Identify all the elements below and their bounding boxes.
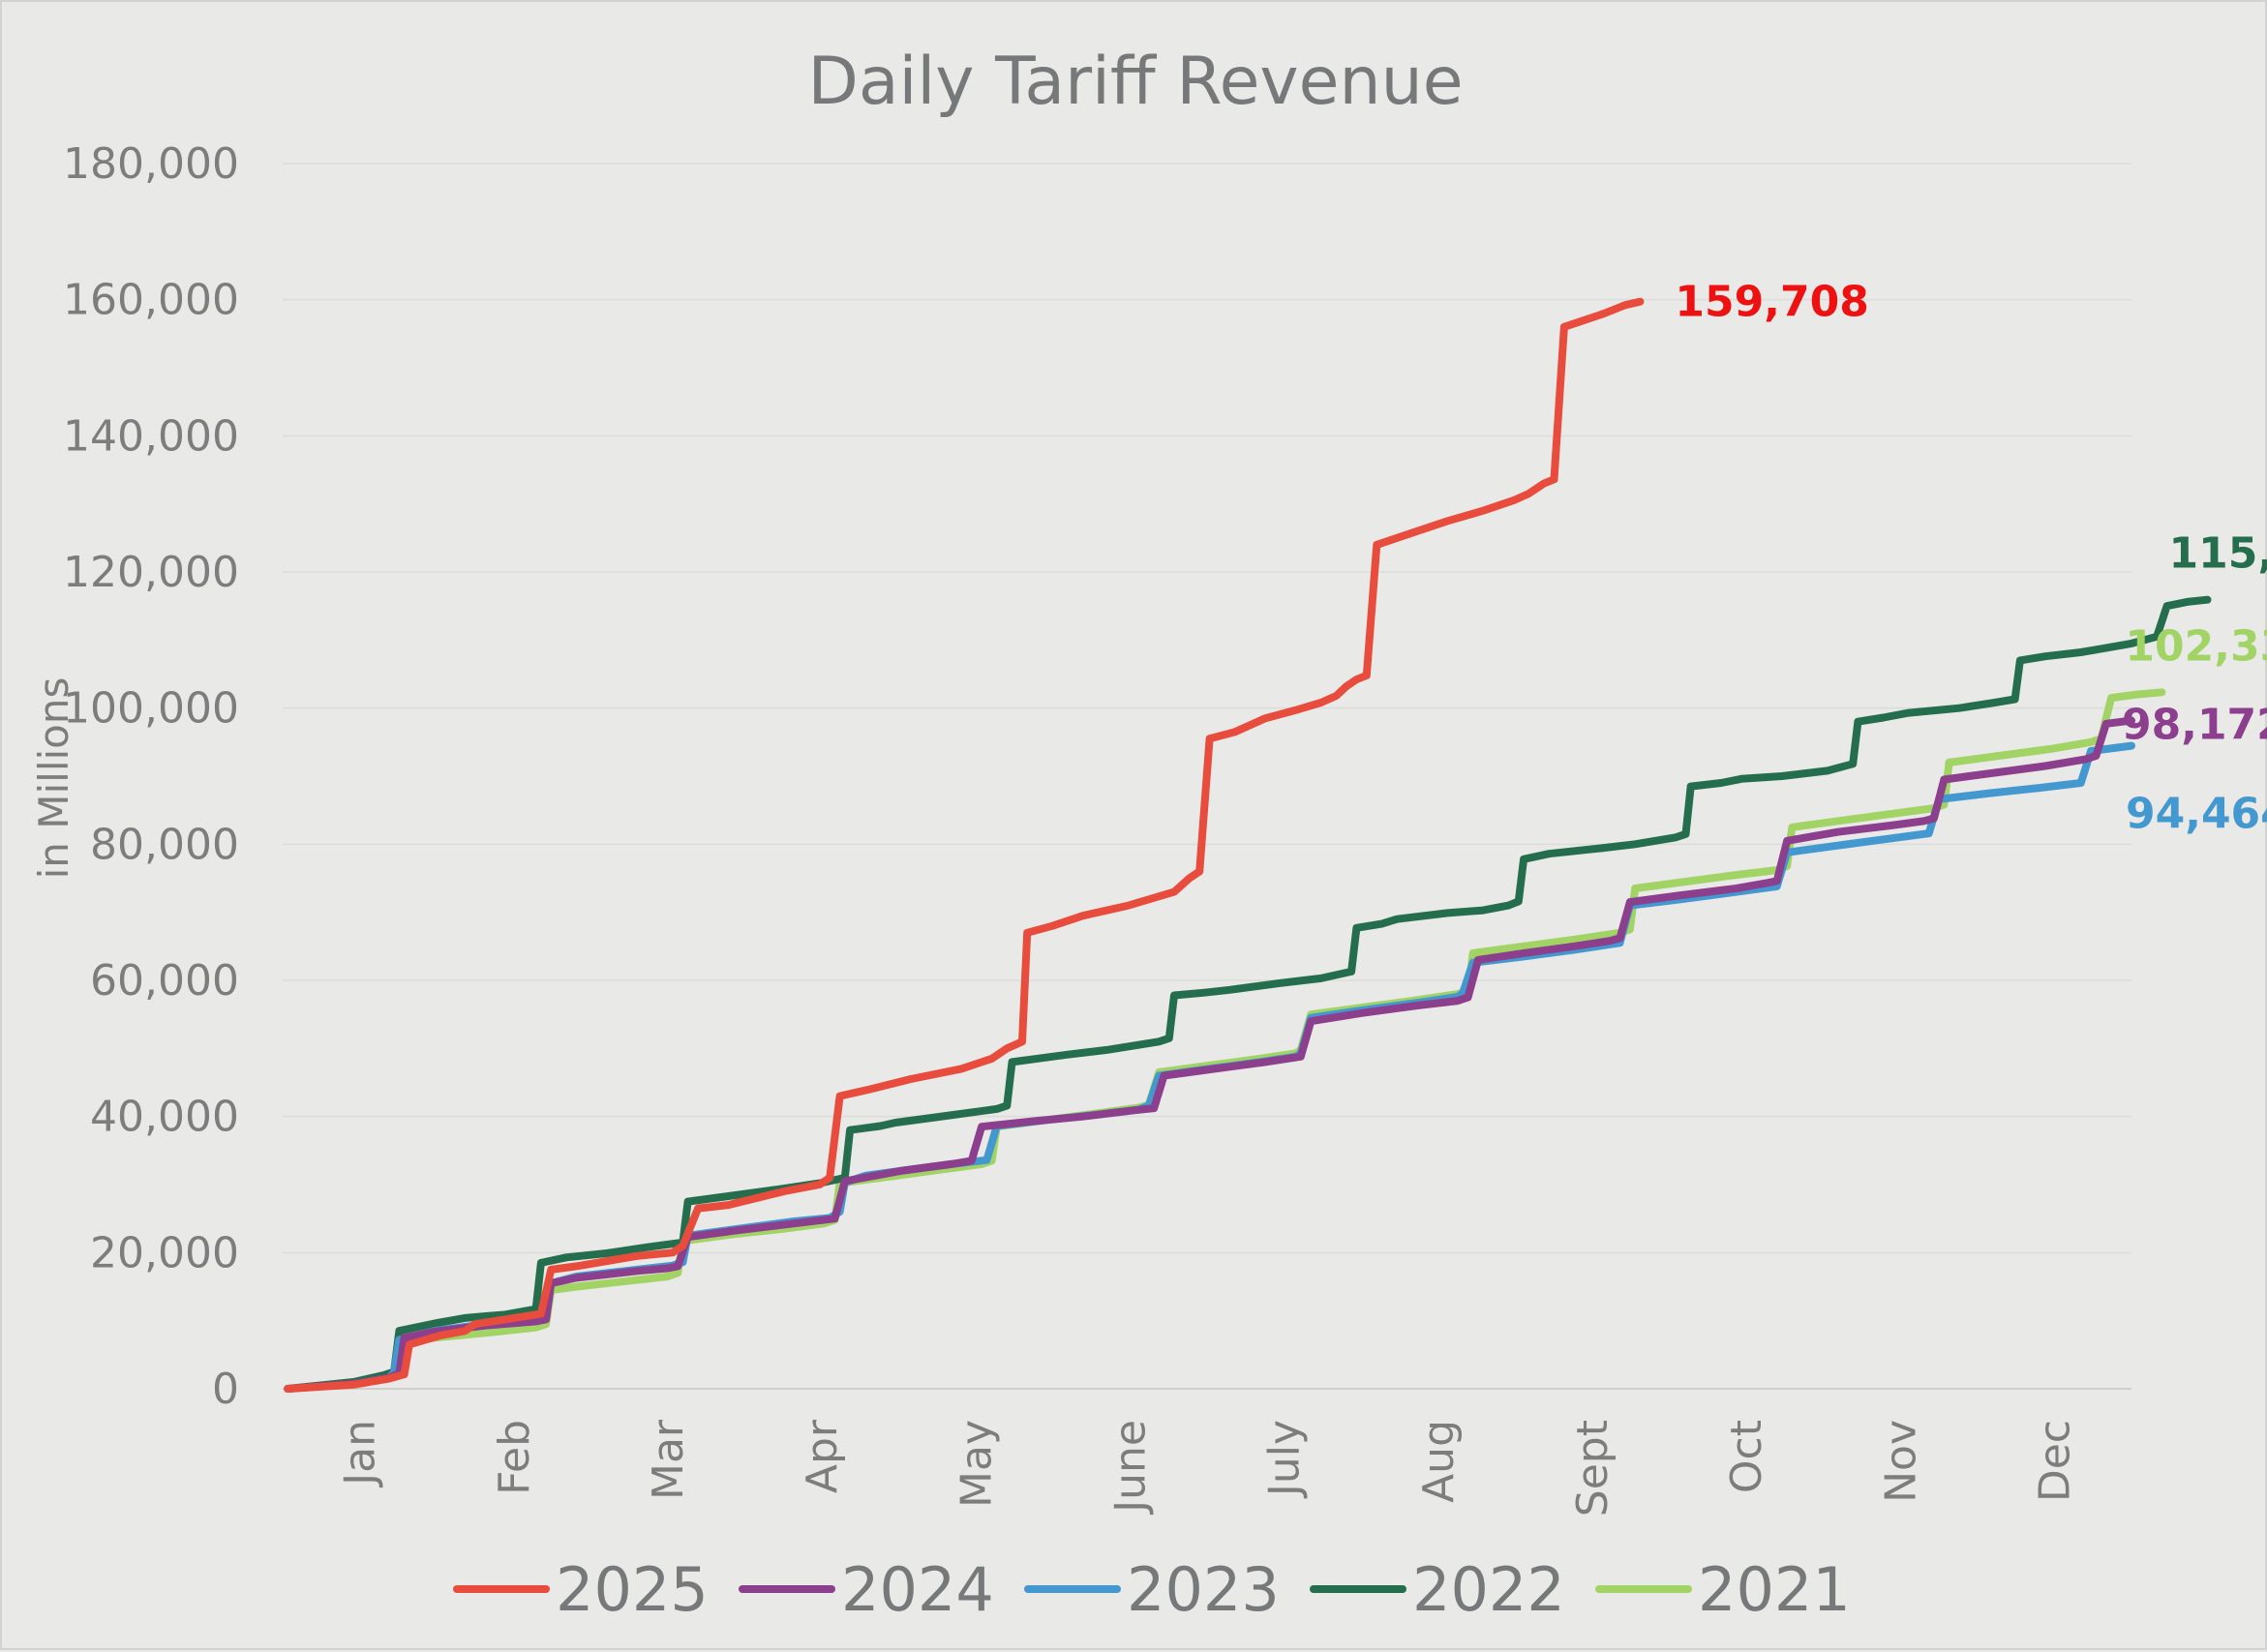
legend-label-2021: 2021 — [1698, 1554, 1851, 1625]
x-month-label: Oct — [1722, 1420, 1771, 1493]
x-month-label: Sept — [1568, 1420, 1617, 1517]
x-month-label: Nov — [1876, 1420, 1925, 1503]
y-tick-label: 100,000 — [63, 684, 239, 734]
y-tick-label: 140,000 — [63, 411, 239, 461]
end-label-2021: 102,330 — [2125, 621, 2267, 671]
end-label-2025: 159,708 — [1675, 278, 1868, 327]
y-tick-label: 120,000 — [63, 548, 239, 597]
x-month-label: Apr — [798, 1419, 847, 1493]
y-axis-title: in Millions — [30, 677, 77, 880]
x-month-label: Jan — [336, 1420, 385, 1488]
series-line-2022 — [284, 595, 2212, 1393]
y-tick-label: 160,000 — [63, 276, 239, 325]
y-tick-label: 180,000 — [63, 139, 239, 189]
legend-label-2023: 2023 — [1127, 1554, 1280, 1625]
y-axis-ticks: 0 20,000 40,000 60,000 80,000 100,000 120,000 1… — [63, 139, 239, 1414]
x-month-label: Dec — [2030, 1420, 2079, 1502]
x-month-label: Feb — [490, 1420, 539, 1495]
x-month-label: Aug — [1414, 1420, 1464, 1503]
series-line-2024 — [284, 716, 2135, 1393]
end-labels: 159,708 98,172 94,464 115,918 102,330 — [1675, 278, 2267, 839]
x-month-label: May — [952, 1420, 1001, 1508]
y-tick-label: 80,000 — [90, 820, 239, 869]
x-axis-month-labels: Jan Feb Mar Apr May June July Aug Sept Oct Nov Dec — [336, 1419, 2080, 1517]
end-label-2024: 98,172 — [2122, 701, 2267, 750]
y-tick-label: 40,000 — [90, 1093, 239, 1142]
series-lines — [284, 297, 2212, 1393]
end-label-2022: 115,918 — [2168, 529, 2267, 579]
x-month-label: June — [1105, 1420, 1155, 1516]
chart-title: Daily Tariff Revenue — [807, 44, 1463, 120]
legend-label-2022: 2022 — [1412, 1554, 1565, 1625]
y-tick-label: 60,000 — [90, 956, 239, 1006]
y-tick-label: 20,000 — [90, 1228, 239, 1277]
x-month-label: July — [1260, 1420, 1310, 1499]
series-line-2021 — [284, 688, 2166, 1393]
series-line-2025 — [284, 297, 1645, 1393]
legend-label-2025: 2025 — [556, 1554, 709, 1625]
y-tick-label: 0 — [212, 1365, 239, 1414]
legend-label-2024: 2024 — [841, 1554, 994, 1625]
legend: 2025 2024 2023 2022 2021 — [453, 1554, 1851, 1625]
x-month-label: Mar — [644, 1419, 693, 1500]
end-label-2023: 94,464 — [2126, 790, 2267, 839]
